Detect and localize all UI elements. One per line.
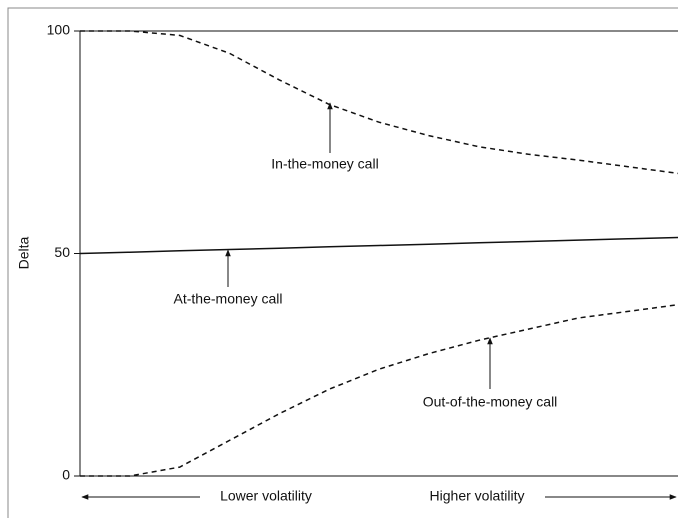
series-label: At-the-money call — [174, 291, 283, 307]
series-line — [80, 303, 678, 477]
x-label-left: Lower volatility — [220, 488, 312, 504]
series-label: Out-of-the-money call — [423, 394, 558, 410]
y-axis-label: Delta — [16, 236, 32, 269]
series-label: In-the-money call — [271, 156, 378, 172]
frame — [7, 7, 678, 518]
x-label-right: Higher volatility — [430, 488, 525, 504]
y-tick-label: 100 — [47, 22, 71, 38]
y-tick-label: 0 — [62, 467, 70, 483]
series-line — [79, 236, 678, 255]
y-tick-label: 50 — [54, 244, 70, 260]
series-line — [80, 30, 678, 175]
